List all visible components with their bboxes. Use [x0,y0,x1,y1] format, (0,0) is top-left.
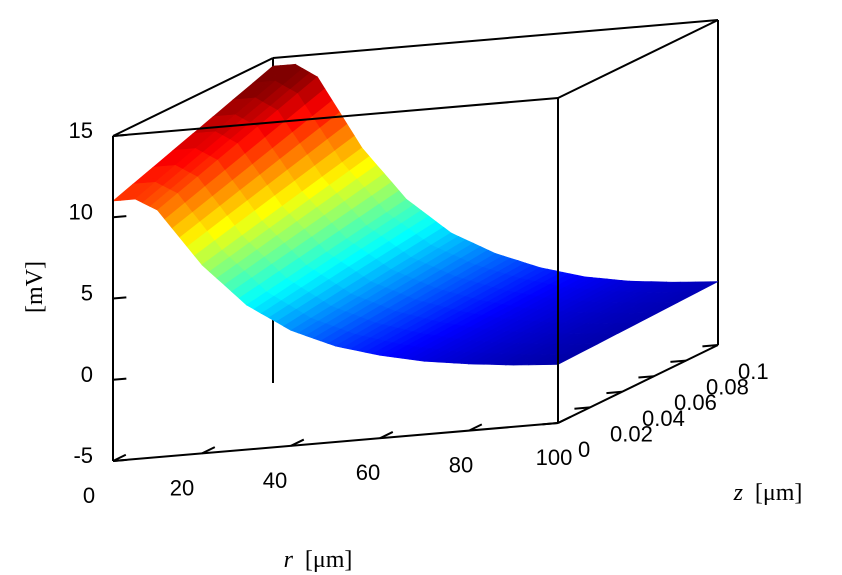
box-edge-left-top-depth [112,57,274,137]
r-tick-mark [379,431,394,440]
mv-tick-mark [112,133,127,137]
z-axis-title: [mV] [22,261,48,313]
z-depth-axis-variable: z [733,480,744,506]
r-tick-label: 20 [170,475,194,500]
box-edge-bottom-right-z-axis [557,344,719,424]
z-depth-tick-mark [702,344,719,348]
z-depth-tick-mark [574,406,591,410]
box-edge-right-top-depth [557,19,719,99]
box-edge-bottom-front-x-axis [112,422,559,462]
mv-tick-label: 5 [81,281,93,306]
front-box-edges [112,19,719,462]
r-axis-unit: [μm] [305,547,353,573]
z-depth-axis-unit: [μm] [755,480,803,506]
r-tick-label: 40 [263,468,287,493]
box-edge-front-top [112,97,559,137]
mv-tick-mark [112,377,127,381]
r-tick-mark [201,446,216,455]
r-tick-label: 100 [536,445,573,470]
z-depth-tick-label: 0 [578,437,590,462]
r-tick-mark [290,438,305,447]
r-axis-variable: r [284,547,294,573]
r-tick-mark [557,415,572,424]
r-tick-label: 60 [356,460,380,485]
z-depth-tick-label: 0.06 [674,390,717,415]
z-depth-tick-label: 0.04 [642,406,685,431]
z-depth-tick-label: 0.1 [738,359,769,384]
z-depth-tick-mark [542,422,559,426]
z-depth-tick-label: 0.02 [610,421,653,446]
z-depth-tick-label: 0.08 [706,375,749,400]
potential-surface [112,63,719,366]
z-depth-tick-mark [606,390,623,395]
mv-tick-mark [112,458,127,462]
mv-tick-label: 15 [69,118,93,143]
mv-tick-mark [112,296,127,300]
mv-tick-mark [112,215,127,219]
mv-tick-label: 10 [69,199,93,224]
box-edge-back-top [272,19,719,59]
z-depth-tick-mark [638,375,655,379]
r-tick-label: 80 [449,453,473,478]
mv-tick-label: 0 [81,362,93,387]
r-tick-mark [468,423,483,432]
r-tick-label: 0 [83,483,95,508]
mv-tick-label: -5 [73,443,93,468]
z-depth-axis-title: z [μm] [733,480,803,506]
z-depth-tick-mark [670,359,687,363]
r-axis-title: r [μm] [284,547,353,573]
